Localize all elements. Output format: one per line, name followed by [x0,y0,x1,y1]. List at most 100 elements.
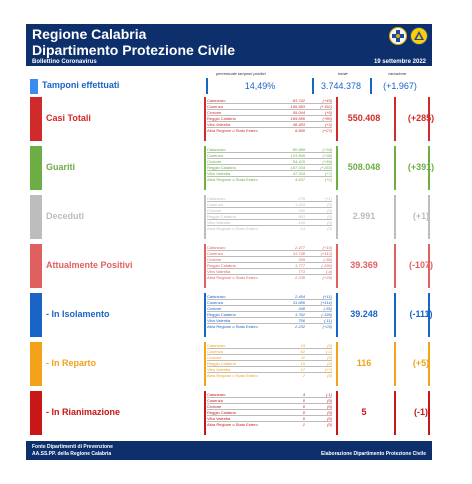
row-divider [336,244,338,288]
province-name: Altra Regione o Stato Estero [207,128,258,133]
row-divider [428,244,430,288]
province-name: Catanzaro [207,147,226,152]
row-divider [394,97,396,141]
province-row: Crotone 11 (0) [207,355,332,361]
province-name: Vibo Valentia [207,367,231,372]
province-row: Reggio Calabria 0 (0) [207,410,332,416]
province-breakdown: Catanzaro 4 (-1) Cosenza 0 (0) Crotone 0 (0) Regg… [207,392,332,428]
province-delta: (0) [327,410,332,415]
row-deceduti: Deceduti Catanzaro 276 (+1) Cosenza 1.263 (0) C… [26,195,432,239]
province-delta: (-1) [325,392,332,397]
province-delta: (0) [327,355,332,360]
province-delta: (+34) [322,147,332,152]
province-name: Vibo Valentia [207,122,231,127]
row-color-tag [30,391,42,435]
province-value: 260 [298,208,305,213]
province-delta: (-195) [321,312,332,317]
province-name: Catanzaro [207,98,226,103]
province-name: Vibo Valentia [207,416,231,421]
province-name: Cosenza [207,251,223,256]
row-divider [428,195,430,239]
row-divider [204,97,206,141]
province-row: Catanzaro 2.477 (+10) [207,245,332,251]
province-name: Altra Regione o Stato Estero [207,324,258,329]
row-divider [394,342,396,386]
province-value: 4.637 [294,177,305,182]
province-name: Crotone [207,355,222,360]
row-label: Guariti [46,162,76,172]
province-row: Vibo Valentia 0 (0) [207,416,332,422]
tamponi-label: Tamponi effettuati [42,80,120,90]
province-row: Reggio Calabria 15 (0) [207,361,332,367]
row-variation: (+5) [412,358,430,368]
province-name: Altra Regione o Stato Estero [207,226,258,231]
province-delta: (0) [327,208,332,213]
province-row: Cosenza 1.263 (0) [207,202,332,208]
row-total: 550.408 [347,113,381,123]
row-divider [336,391,338,435]
province-value: 196 [298,220,305,225]
province-name: Reggio Calabria [207,410,236,415]
province-row: Reggio Calabria 1.777 (-190) [207,263,332,269]
province-name: Altra Regione o Stato Estero [207,177,258,182]
province-value: 1.762 [294,312,305,317]
province-name: Vibo Valentia [207,269,231,274]
row-label: Deceduti [46,211,85,221]
row-label: - In Reparto [46,358,97,368]
logos [389,27,428,45]
province-row: Cosenza 31.748 (+113) [207,251,332,257]
row-divider [394,146,396,190]
province-delta: (+10) [322,245,332,250]
province-name: Cosenza [207,349,223,354]
province-value: 187.034 [290,165,305,170]
province-breakdown: Catanzaro 276 (+1) Cosenza 1.263 (0) Crotone 26… [207,196,332,232]
province-value: 0 [302,410,305,415]
row-rianimazione: - In Rianimazione Catanzaro 4 (-1) Cosenza 0 (… [26,391,432,435]
province-value: 14 [300,226,305,231]
header-title-1: Regione Calabria [32,26,147,42]
province-row: Catanzaro 4 (-1) [207,392,332,398]
province-delta: (+152) [320,104,332,109]
province-delta: (0) [327,416,332,421]
province-row: Altra Regione o Stato Estero 4.637 (+2) [207,177,332,183]
row-divider [394,244,396,288]
province-value: 1.263 [294,202,305,207]
province-row: Cosenza 0 (0) [207,398,332,404]
row-divider [428,342,430,386]
row-guariti: Guariti Catanzaro 80.989 (+34) Cosenza 133.84… [26,146,434,190]
row-total: 39.369 [350,260,378,270]
province-name: Crotone [207,208,222,213]
province-delta: (0) [327,398,332,403]
province-row: Vibo Valentia 48.483 (+3) [207,122,332,128]
row-divider [204,391,206,435]
province-delta: (+59) [322,159,332,164]
province-delta: (0) [327,202,332,207]
province-value: 2 [302,373,305,378]
province-value: 166.583 [290,104,305,109]
province-row: Reggio Calabria 187.034 (+253) [207,165,332,171]
province-name: Crotone [207,404,222,409]
province-delta: (+113) [320,251,332,256]
province-value: 4 [302,392,305,397]
province-name: Altra Regione o Stato Estero [207,275,258,280]
province-row: Vibo Valentia 17 (+7) [207,367,332,373]
province-delta: (+2) [324,177,332,182]
province-name: Cosenza [207,398,223,403]
province-delta: (-11) [323,318,332,323]
row-variation: (+1) [412,211,430,221]
row-variation: (-1) [414,407,428,417]
province-row: Reggio Calabria 1.762 (-195) [207,312,332,318]
row-total: 2.991 [352,211,376,221]
province-value: 0 [302,404,305,409]
province-row: Cosenza 133.845 (+38) [207,153,332,159]
subheader-bar: Bollettino Coronavirus 19 settembre 2022 [26,58,432,66]
province-breakdown: Catanzaro 80.989 (+34) Cosenza 133.845 (+38) C… [207,147,332,183]
province-row: Reggio Calabria 883 (0) [207,214,332,220]
province-value: 756 [298,318,305,323]
province-row: Catanzaro 2.454 (+11) [207,294,332,300]
province-row: Vibo Valentia 756 (-11) [207,318,332,324]
row-divider [428,146,430,190]
row-color-tag [30,293,42,337]
row-label: Casi Totali [46,113,91,123]
province-name: Crotone [207,110,222,115]
